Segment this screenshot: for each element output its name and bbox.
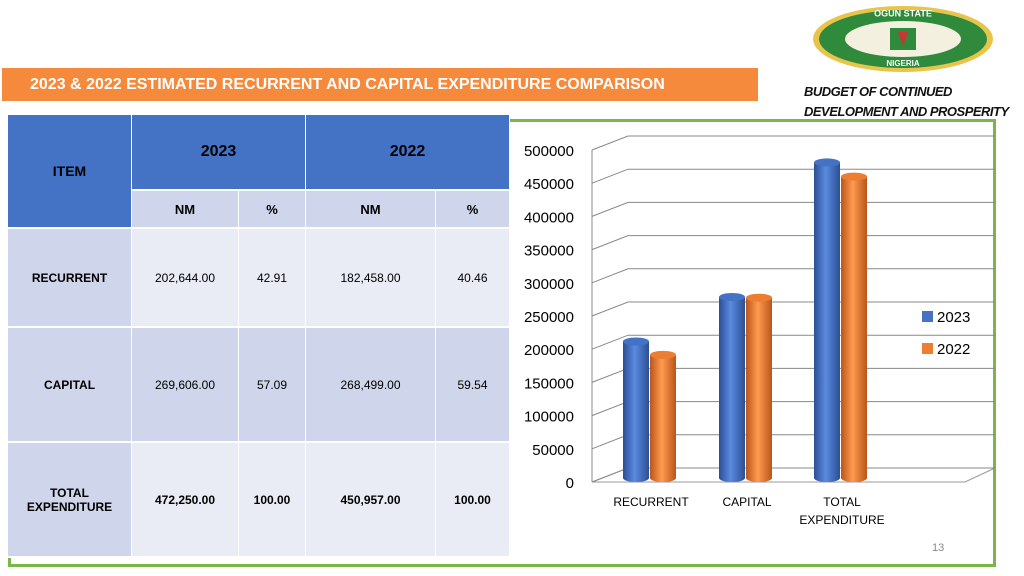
grid-line [591, 135, 995, 151]
bar [650, 350, 676, 482]
legend-swatch [922, 311, 933, 322]
table-cell: 202,644.00 [132, 229, 239, 328]
x-tick-label: TOTAL EXPENDITURE [799, 495, 884, 527]
table-cell: 268,499.00 [306, 328, 436, 443]
table-cell: 59.54 [436, 328, 510, 443]
grid-line [591, 334, 995, 350]
bar [814, 158, 840, 482]
page-number: 13 [932, 542, 945, 554]
row-label: CAPITAL [8, 328, 132, 443]
subheader-cell: % [239, 191, 306, 229]
bar [623, 337, 649, 482]
row-label: TOTAL EXPENDITURE [8, 443, 132, 558]
table-cell: 100.00 [239, 443, 306, 558]
bar [746, 293, 772, 482]
row-label: RECURRENT [8, 229, 132, 328]
table-cell: 40.46 [436, 229, 510, 328]
y-tick-label: 400000 [524, 209, 574, 226]
subheader-cell: NM [306, 191, 436, 229]
y-tick-label: 450000 [524, 176, 574, 193]
logo-text: OGUN STATE [874, 8, 932, 18]
x-tick-label: CAPITAL [722, 495, 771, 509]
bar [841, 172, 867, 482]
y-tick-label: 300000 [524, 276, 574, 293]
logo: OGUN STATE NIGERIA [813, 6, 993, 72]
y-tick-label: 0 [566, 475, 574, 492]
table-cell: 182,458.00 [306, 229, 436, 328]
legend-swatch [922, 343, 933, 354]
bar [719, 292, 745, 482]
table-cell: 42.91 [239, 229, 306, 328]
x-tick-label: RECURRENT [613, 495, 689, 509]
grid-line [591, 235, 995, 251]
y-tick-label: 150000 [524, 375, 574, 392]
grid-line [591, 301, 995, 317]
legend-label: 2023 [937, 309, 970, 326]
header-cell: 2022 [306, 115, 510, 191]
header-cell: ITEM [8, 115, 132, 229]
y-tick-label: 500000 [524, 143, 574, 160]
table-cell: 57.09 [239, 328, 306, 443]
logo-text: NIGERIA [886, 59, 920, 68]
tagline-line: DEVELOPMENT AND PROSPERITY [804, 104, 1009, 119]
subheader-cell: % [436, 191, 510, 229]
subheader-cell: NM [132, 191, 239, 229]
table-cell: 100.00 [436, 443, 510, 558]
y-tick-label: 50000 [532, 442, 574, 459]
grid-line [591, 201, 995, 217]
y-tick-label: 250000 [524, 309, 574, 326]
table-cell: 269,606.00 [132, 328, 239, 443]
grid-line [591, 268, 995, 284]
y-tick-label: 200000 [524, 342, 574, 359]
y-tick-label: 350000 [524, 243, 574, 260]
legend-label: 2022 [937, 341, 970, 358]
tagline-line: BUDGET OF CONTINUED [804, 84, 952, 99]
tagline: BUDGET OF CONTINUED DEVELOPMENT AND PROS… [804, 82, 1009, 122]
header-cell: 2023 [132, 115, 306, 191]
table-cell: 450,957.00 [306, 443, 436, 558]
y-tick-label: 100000 [524, 409, 574, 426]
title-bar: 2023 & 2022 ESTIMATED RECURRENT AND CAPI… [2, 68, 758, 101]
table-cell: 472,250.00 [132, 443, 239, 558]
grid-line [591, 168, 995, 184]
